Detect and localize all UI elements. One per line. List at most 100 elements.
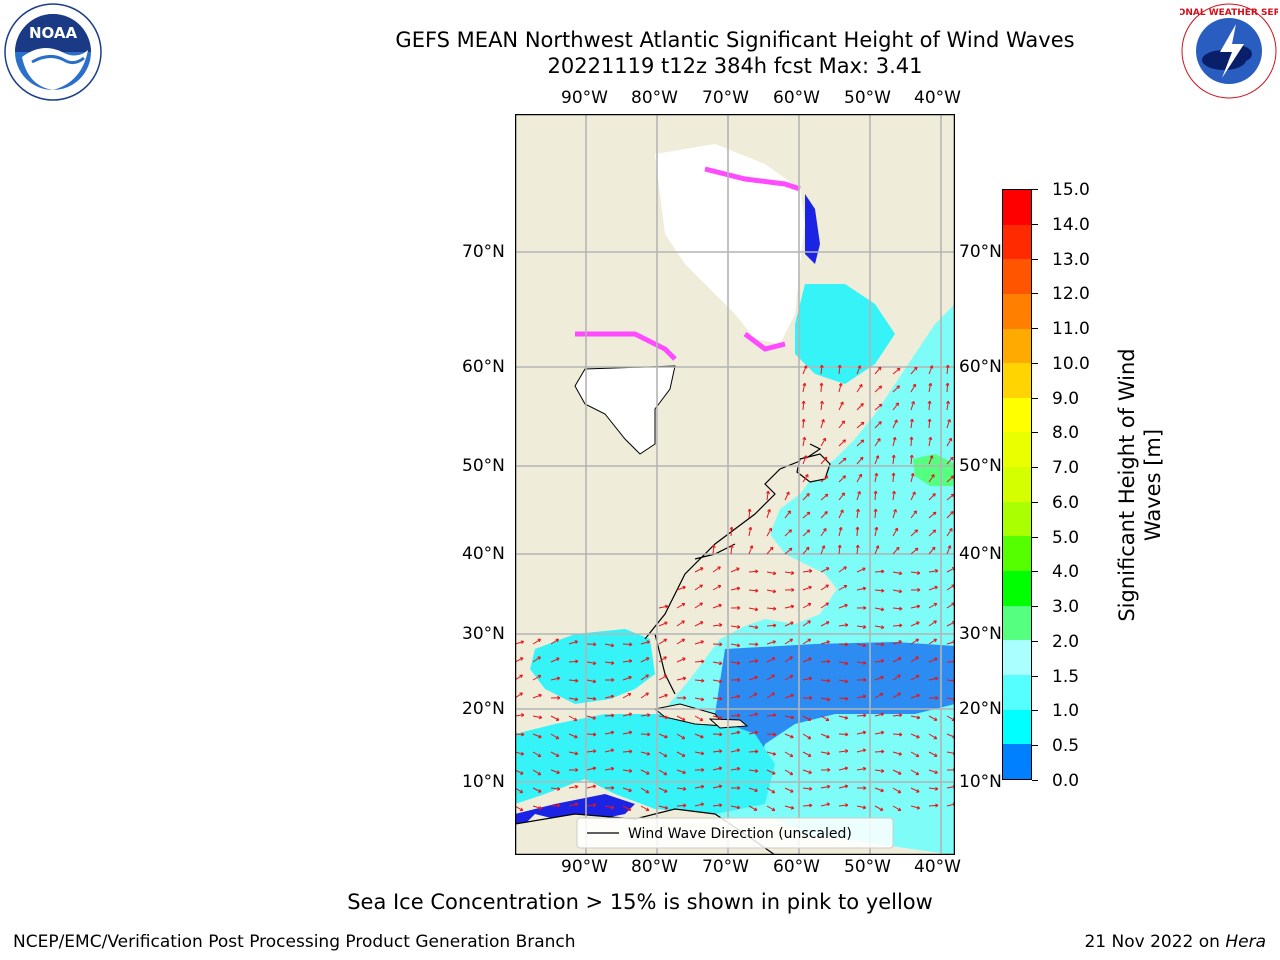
wind-wave-arrowhead <box>610 643 615 648</box>
wind-wave-arrowhead <box>718 803 723 808</box>
wind-wave-arrow <box>802 511 811 519</box>
wind-wave-arrowhead <box>878 403 883 408</box>
wind-wave-arrow <box>712 767 722 771</box>
wind-wave-arrowhead <box>736 625 741 629</box>
wind-wave-arrowhead <box>786 491 790 495</box>
wind-wave-arrowhead <box>825 621 830 625</box>
wind-wave-arrow <box>515 769 524 775</box>
wind-wave-arrowhead <box>807 638 812 643</box>
lat-label-left-20n: 20°N <box>462 699 505 719</box>
colorbar-segment <box>1003 501 1031 537</box>
wind-wave-arrow <box>910 366 918 375</box>
wind-wave-arrowhead <box>718 749 723 754</box>
wind-wave-arrowhead <box>808 786 813 791</box>
wind-wave-arrow <box>748 589 759 592</box>
wind-wave-arrowhead <box>681 717 686 721</box>
wind-wave-arrowhead <box>862 661 867 665</box>
wind-wave-arrowhead <box>772 589 777 594</box>
wind-wave-arrow <box>694 803 704 807</box>
wind-wave-arrow <box>946 602 955 609</box>
wind-wave-arrow <box>676 751 686 757</box>
wind-wave-arrowhead <box>825 602 829 606</box>
wind-wave-arrowhead <box>755 749 759 754</box>
wind-wave-arrowhead <box>719 732 723 737</box>
colorbar-segment <box>1003 190 1031 225</box>
wind-wave-arrowhead <box>520 713 525 718</box>
wind-wave-arrow <box>802 769 812 774</box>
wind-wave-arrowhead <box>718 603 722 608</box>
wind-wave-arrow <box>694 640 704 645</box>
wind-wave-arrow <box>676 787 686 790</box>
wind-wave-arrow <box>730 545 733 555</box>
wind-wave-arrow <box>550 638 559 645</box>
wind-wave-arrow <box>910 571 920 574</box>
wind-wave-arrowhead <box>790 621 794 626</box>
wind-wave-arrowhead <box>736 766 741 771</box>
colorbar-segment <box>1003 605 1031 641</box>
wind-wave-arrow <box>712 785 722 789</box>
wind-wave-arrowhead <box>647 732 651 737</box>
wind-wave-arrow <box>838 420 845 429</box>
wind-wave-arrowhead <box>843 585 848 589</box>
wind-wave-arrow <box>928 529 937 537</box>
wind-wave-arrowhead <box>912 491 916 495</box>
wind-wave-arrowhead <box>825 567 830 571</box>
wind-wave-arrow <box>622 769 632 772</box>
map-legend: Wind Wave Direction (unscaled) <box>576 817 894 849</box>
wind-wave-arrowhead <box>682 676 687 681</box>
wind-wave-arrow <box>820 733 830 738</box>
wind-wave-arrowhead <box>837 364 842 369</box>
wind-wave-arrowhead <box>863 605 867 610</box>
colorbar-tick-label: 5.0 <box>1052 527 1080 548</box>
wind-wave-arrow <box>856 625 866 628</box>
wind-wave-arrow <box>928 383 932 393</box>
wind-wave-arrowhead <box>897 692 901 697</box>
wind-wave-arrow <box>784 571 794 574</box>
wind-wave-arrow <box>568 679 579 682</box>
wind-wave-arrow <box>874 455 879 465</box>
wind-wave-arrowhead <box>555 638 560 643</box>
wind-wave-arrow <box>515 657 524 663</box>
wind-wave-arrowhead <box>682 770 686 775</box>
wind-wave-arrowhead <box>789 638 794 643</box>
wind-wave-arrow <box>802 400 805 411</box>
wind-wave-arrowhead <box>754 730 759 735</box>
wind-wave-arrowhead <box>916 604 921 609</box>
wind-wave-arrowhead <box>766 490 770 495</box>
wind-wave-arrowhead <box>610 748 615 753</box>
wind-wave-arrowhead <box>915 771 920 776</box>
wind-wave-arrowhead <box>933 717 938 721</box>
wind-wave-arrow <box>748 769 758 772</box>
wind-wave-arrow <box>748 607 758 611</box>
wind-wave-arrow <box>676 586 686 591</box>
wind-wave-arrowhead <box>749 545 754 549</box>
wind-wave-arrowhead <box>575 659 579 664</box>
wind-wave-arrow <box>874 607 884 611</box>
wind-wave-arrow <box>820 382 823 393</box>
wind-wave-arrowhead <box>592 696 597 701</box>
wind-wave-arrowhead <box>917 587 921 592</box>
wind-wave-arrowhead <box>790 715 795 720</box>
wind-wave-arrowhead <box>934 657 938 662</box>
wind-wave-arrow <box>856 403 864 411</box>
lon-label-bottom-60w: 60°W <box>773 857 820 877</box>
wind-wave-arrow <box>874 731 884 735</box>
wind-wave-arrow <box>820 660 831 663</box>
wind-wave-arrow <box>766 491 769 501</box>
wind-wave-arrow <box>622 805 632 811</box>
wind-wave-arrow <box>910 805 920 809</box>
wind-wave-arrow <box>910 694 920 699</box>
wind-wave-arrow <box>874 421 882 429</box>
wind-wave-arrowhead <box>909 436 914 440</box>
wind-wave-arrow <box>892 527 898 537</box>
wind-wave-arrowhead <box>877 438 881 442</box>
colorbar-tick-label: 15.0 <box>1052 180 1090 200</box>
wind-wave-arrow <box>838 804 848 807</box>
wind-wave-arrowhead <box>899 623 903 628</box>
wind-wave-arrowhead <box>916 715 921 720</box>
wind-wave-arrowhead <box>736 694 741 699</box>
wind-wave-arrowhead <box>844 784 849 789</box>
wind-wave-arrow <box>928 769 938 774</box>
wind-wave-arrowhead <box>826 640 830 645</box>
wind-wave-arrowhead <box>699 621 704 625</box>
